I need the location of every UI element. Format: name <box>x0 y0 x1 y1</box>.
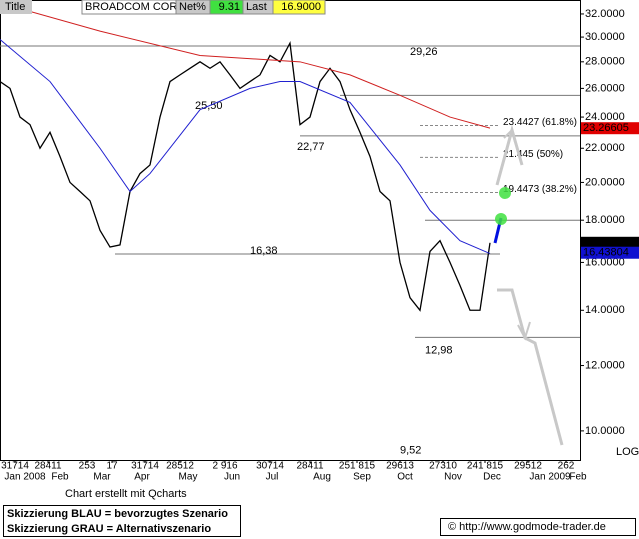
arrow-head <box>517 321 531 341</box>
price-tag <box>581 122 639 135</box>
x-month-label: Oct <box>397 472 413 483</box>
x-day-label: 2 916 <box>212 461 237 472</box>
x-day-label: 17 <box>106 461 118 472</box>
fib-label: 21.445 (50%) <box>503 149 563 160</box>
x-day-label: 29613 <box>386 461 414 472</box>
x-month-label: May <box>179 472 198 483</box>
x-day-label: 31714 <box>131 461 159 472</box>
x-month-label: Dec <box>483 472 501 483</box>
credit: Chart erstellt mit Qcharts <box>65 488 187 500</box>
y-tick-label: 30.0000 <box>585 31 625 43</box>
x-month-label: Jan 2008 <box>4 472 46 483</box>
x-day-label: 29512 <box>514 461 542 472</box>
x-day-label: 253 <box>79 461 96 472</box>
scale-label: LOG <box>616 446 639 458</box>
moving-average <box>0 2 491 129</box>
y-tick-label: 22.0000 <box>585 142 625 154</box>
header-net: 9.31 <box>219 1 240 13</box>
x-day-label: 262 <box>558 461 575 472</box>
x-day-label: 241 815 <box>467 461 504 472</box>
y-tick-label: 18.0000 <box>585 214 625 226</box>
level-label: 29,26 <box>410 46 438 58</box>
y-tick-label: 10.0000 <box>585 425 625 437</box>
x-month-label: Aug <box>313 472 331 483</box>
price-tag-label: 16.43804 <box>583 247 629 259</box>
y-tick-label: 20.0000 <box>585 176 625 188</box>
level-label: 12,98 <box>425 344 453 356</box>
x-month-label: Nov <box>444 472 462 483</box>
x-month-label: Jul <box>266 472 279 483</box>
x-month-label: Jun <box>224 472 240 483</box>
fib-label: 23.4427 (61.8%) <box>503 117 577 128</box>
x-month-label: Sep <box>353 472 371 483</box>
x-month-label: Jan 2009 <box>529 472 571 483</box>
price-line <box>0 40 491 312</box>
price-tag <box>581 236 639 249</box>
plot-area <box>0 0 581 461</box>
x-day-label: 30714 <box>256 461 284 472</box>
header-cell <box>0 0 32 14</box>
level-label: 22,77 <box>297 141 325 153</box>
arrow-head <box>503 128 516 143</box>
legend-box <box>3 505 241 537</box>
target-dot <box>499 187 511 199</box>
y-tick-label: 14.0000 <box>585 304 625 316</box>
x-day-label: 31714 <box>1 461 29 472</box>
level-label: 9,52 <box>400 444 421 456</box>
header-net-label: Net% <box>179 1 206 13</box>
x-day-label: 28512 <box>166 461 194 472</box>
y-tick-label: 12.0000 <box>585 359 625 371</box>
x-day-label: 27310 <box>429 461 457 472</box>
price-tag-label: 16.9000 <box>583 237 623 249</box>
moving-average <box>0 39 491 255</box>
header-title: Title <box>5 1 25 13</box>
x-month-label: Apr <box>134 472 150 483</box>
x-month-label: Feb <box>51 472 69 483</box>
y-tick-label: 24.0000 <box>585 111 625 123</box>
x-day-label: 28411 <box>34 461 62 472</box>
y-tick-label: 32.0000 <box>585 8 625 20</box>
legend-text: Skizzierung BLAU = bevorzugtes Szenario <box>7 508 228 520</box>
x-day-label: 251 815 <box>339 461 376 472</box>
price-tag <box>581 246 639 259</box>
header-last: 16.9000 <box>281 1 321 13</box>
level-label: 16,38 <box>250 245 278 257</box>
header-cell <box>272 0 326 15</box>
x-day-label: 28411 <box>296 461 324 472</box>
y-tick-label: 26.0000 <box>585 82 625 94</box>
url-box <box>440 518 636 536</box>
url: © http://www.godmode-trader.de <box>448 521 606 533</box>
fib-label: 19.4473 (38.2%) <box>503 184 577 195</box>
header-last-label: Last <box>246 1 267 13</box>
header-name: BROADCOM CORP <box>85 1 185 13</box>
x-month-label: Mar <box>93 472 111 483</box>
x-month-label: Feb <box>569 472 587 483</box>
y-tick-label: 16.0000 <box>585 256 625 268</box>
target-dot <box>495 213 507 225</box>
legend-text: Skizzierung GRAU = Alternativszenario <box>7 523 211 535</box>
y-tick-label: 28.0000 <box>585 56 625 68</box>
price-tag-label: 23.26605 <box>583 122 629 134</box>
